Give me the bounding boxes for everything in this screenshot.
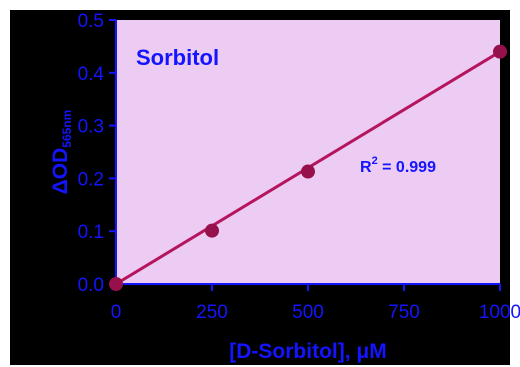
data-point — [205, 223, 219, 238]
y-tick-label: 0.2 — [78, 169, 104, 190]
y-tick-label: 0.5 — [78, 11, 104, 32]
y-tick-label: 0.3 — [78, 117, 104, 138]
x-tick-label: 250 — [196, 302, 228, 323]
r-squared-sup: 2 — [372, 155, 378, 167]
plot-area — [116, 20, 500, 284]
y-axis-title-subscript: 565nm — [60, 110, 74, 148]
y-tick-label: 0.0 — [78, 275, 104, 296]
y-tick-label: 0.1 — [78, 222, 104, 243]
tick-labels-group: 0 250 500 750 1000 0.0 0.1 0.2 0.3 0.4 0.5 — [78, 11, 520, 323]
y-axis-title: ΔOD565nm — [49, 110, 74, 195]
r-squared-r: R — [360, 159, 372, 176]
x-axis-title: [D-Sorbitol], μM — [229, 340, 386, 363]
x-tick-label: 750 — [388, 302, 420, 323]
chart-title: Sorbitol — [136, 45, 219, 70]
x-tick-label: 500 — [292, 302, 324, 323]
x-tick-label: 1000 — [479, 302, 520, 323]
y-axis-title-main: ΔOD — [49, 148, 72, 195]
series-layer — [109, 44, 507, 291]
r-squared-annotation: R2 = 0.999 — [360, 155, 436, 176]
data-point — [109, 277, 123, 291]
r-squared-value: = 0.999 — [378, 159, 436, 176]
x-tick-label: 0 — [111, 302, 122, 323]
y-tick-label: 0.4 — [78, 64, 105, 85]
data-point — [493, 44, 507, 59]
data-point — [301, 164, 315, 179]
